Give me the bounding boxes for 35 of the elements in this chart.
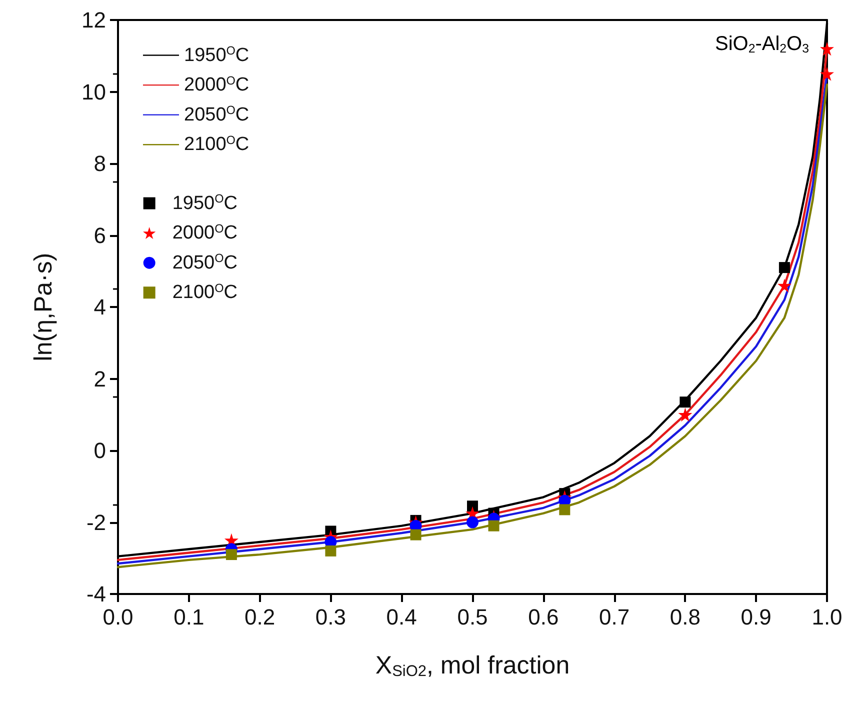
x-tick-label: 0.2 — [244, 604, 276, 630]
point — [680, 396, 691, 408]
x-tick-label: 0.1 — [174, 604, 204, 630]
point — [466, 516, 478, 528]
x-tick-label: 0.4 — [386, 604, 417, 630]
point — [778, 262, 790, 274]
y-tick-label: 2 — [94, 366, 106, 392]
x-axis-title: XSiO2, mol fraction — [375, 652, 570, 680]
point — [410, 529, 422, 540]
x-tick-label: 0.0 — [102, 604, 134, 630]
x-tick-label: 0.9 — [740, 604, 772, 630]
point — [559, 504, 570, 516]
x-tick-label: 0.8 — [670, 604, 700, 630]
x-tick-label: 0.5 — [457, 604, 488, 630]
y-tick-label: 10 — [82, 79, 106, 104]
y-tick-label: -2 — [86, 510, 106, 535]
x-tick-label: 0.6 — [528, 604, 559, 630]
x-tick-label: 1.0 — [812, 604, 842, 630]
point — [325, 545, 336, 556]
point — [678, 408, 692, 422]
y-tick-label: -4 — [86, 582, 106, 606]
point — [820, 42, 834, 56]
x-tick-label: 0.3 — [315, 604, 346, 630]
y-tick-label: 0 — [94, 438, 106, 463]
point — [226, 549, 237, 560]
point — [820, 66, 834, 81]
y-tick-label: 12 — [82, 8, 106, 32]
point — [467, 500, 478, 512]
point — [777, 278, 792, 292]
y-tick-label: 6 — [94, 222, 106, 248]
y-tick-label: 8 — [94, 151, 106, 176]
y-axis-title: ln(η,Pa·s) — [30, 252, 58, 362]
x-tick-label: 0.7 — [599, 604, 630, 630]
point — [488, 520, 500, 532]
y-tick-label: 4 — [94, 294, 106, 320]
